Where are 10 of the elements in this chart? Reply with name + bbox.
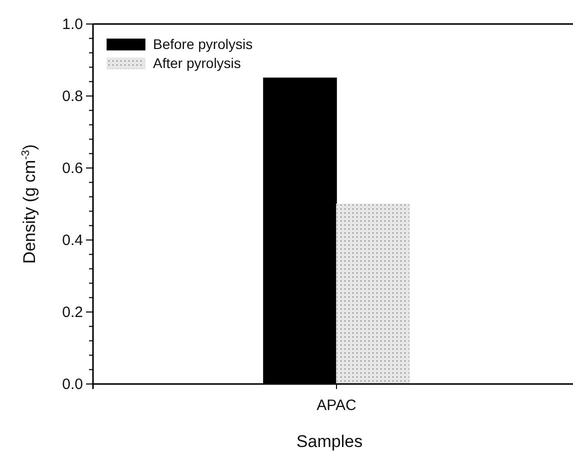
y-tick-label: 0.8 <box>62 88 83 105</box>
legend-label: Before pyrolysis <box>153 36 253 52</box>
x-axis-title: Samples <box>296 432 363 451</box>
y-tick-label: 0.4 <box>62 232 83 249</box>
y-tick-label: 1.0 <box>62 16 83 33</box>
legend-label: After pyrolysis <box>153 55 241 71</box>
y-tick-label: 0.0 <box>62 376 83 393</box>
y-tick-label: 0.6 <box>62 160 83 177</box>
x-tick-label: APAC <box>316 397 357 414</box>
y-tick-label: 0.2 <box>62 304 83 321</box>
